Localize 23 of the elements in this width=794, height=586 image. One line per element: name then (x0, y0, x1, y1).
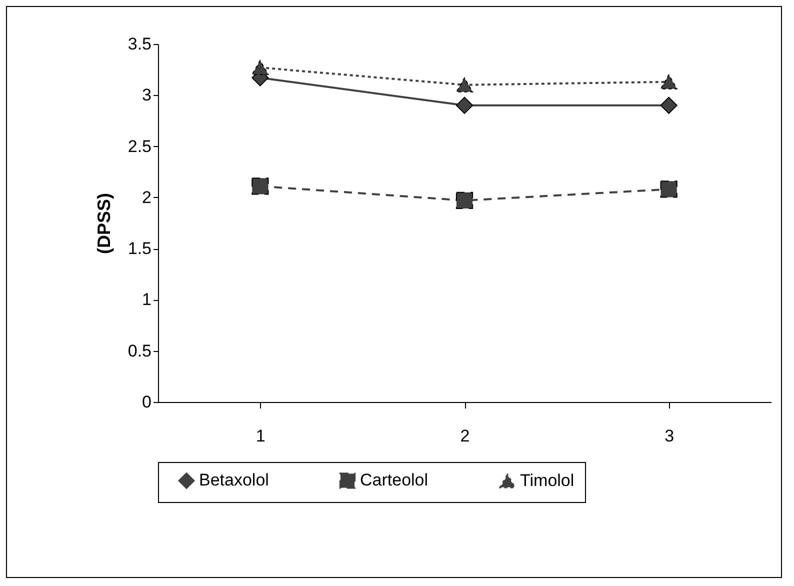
legend-label: Carteolol (360, 470, 428, 490)
y-tick-label: 0.5 (128, 341, 152, 360)
legend-label: Betaxolol (199, 470, 269, 490)
point (456, 77, 474, 92)
y-axis-title: (DPSS) (94, 192, 114, 254)
x-tick-label: 3 (664, 426, 674, 446)
y-tick-label: 0 (142, 392, 152, 412)
point (252, 60, 269, 76)
point (456, 96, 474, 114)
y-tick-label: 2 (142, 188, 152, 207)
y-tick-label: 3 (142, 86, 152, 105)
y-tick-label: 1.5 (128, 239, 152, 258)
y-tick-label: 2.5 (128, 136, 152, 156)
point (660, 96, 678, 114)
point (660, 74, 678, 90)
y-tick-label: 3.5 (128, 34, 152, 54)
x-tick-label: 1 (256, 426, 266, 446)
point (252, 178, 269, 195)
legend-label: Timolol (520, 471, 574, 490)
point (456, 192, 474, 210)
y-tick-label: 1 (142, 290, 152, 310)
point (660, 180, 678, 198)
x-tick-label: 2 (460, 426, 470, 446)
